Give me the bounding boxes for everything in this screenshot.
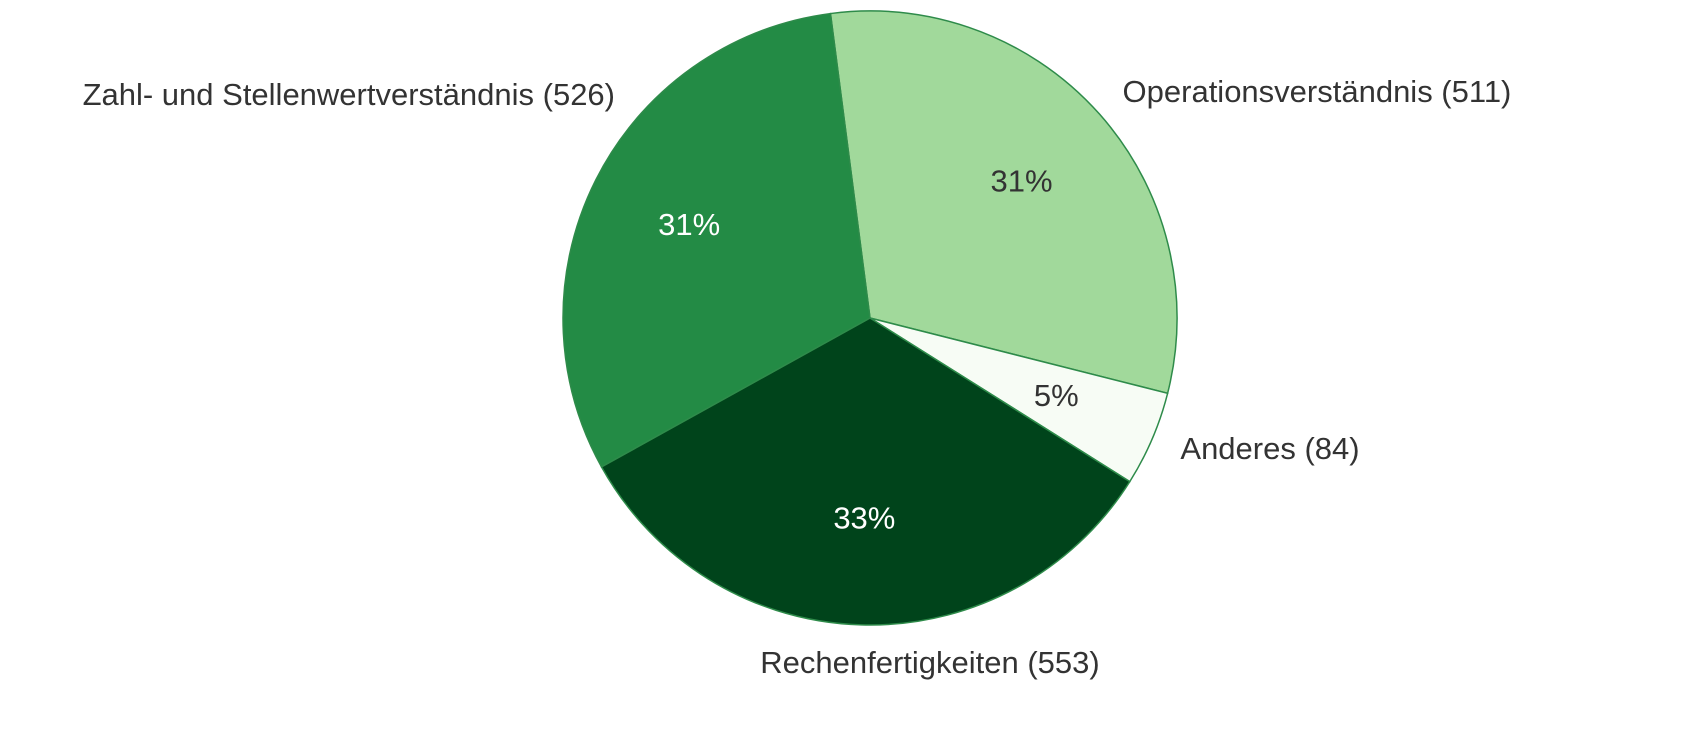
slice-percent-label: 33% [833, 501, 895, 536]
slice-percent-label: 31% [658, 207, 720, 242]
pie-slice [829, 10, 1178, 395]
slice-percent-label: 31% [990, 164, 1052, 199]
slice-category-label: Anderes (84) [1180, 431, 1359, 466]
pie-slice [562, 12, 871, 468]
slice-category-label: Rechenfertigkeiten (553) [760, 645, 1099, 680]
slice-percent-label: 5% [1034, 378, 1079, 413]
pie-slice [600, 317, 1131, 626]
slice-category-label: Zahl- und Stellenwertverständnis (526) [83, 77, 615, 112]
slice-category-label: Operationsverständnis (511) [1123, 74, 1512, 109]
